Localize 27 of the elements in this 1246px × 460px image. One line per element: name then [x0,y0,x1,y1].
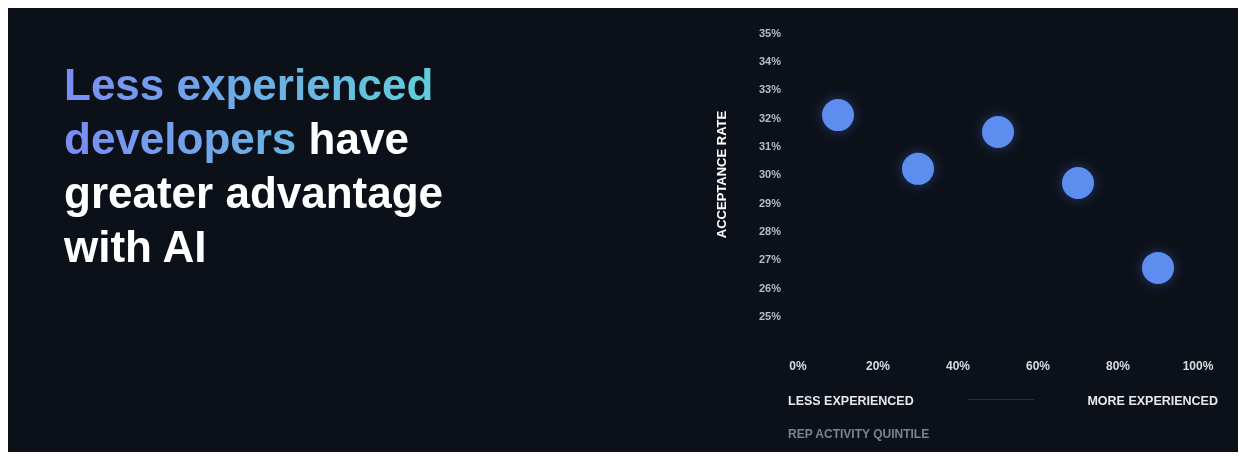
chart-title: Less experienced developers have greater advantage with AI [64,60,444,271]
y-tick-label: 32% [758,111,782,124]
y-tick-label: 27% [758,253,782,266]
y-tick-label: 26% [758,281,782,294]
y-tick-label: 25% [758,309,782,322]
x-axis-title: REP ACTIVITY QUINTILE [788,427,930,441]
x-tick-label: 100% [1182,359,1214,373]
x-tick-label: 40% [945,359,971,373]
x-tick-label: 60% [1025,359,1051,373]
y-tick-label: 33% [758,83,782,96]
x-tick-label: 80% [1105,359,1131,373]
y-tick-label: 28% [758,224,782,237]
y-tick-label: 29% [758,196,782,209]
point [822,99,854,132]
y-tick-label: 35% [758,26,782,39]
point [982,116,1014,149]
point [902,152,934,185]
y-tick-label: 30% [758,168,782,181]
y-tick-label: 34% [758,55,782,68]
x-tick-label: 20% [865,359,891,373]
y-axis-title: ACCEPTANCE RATE [714,110,729,239]
point [1062,166,1094,199]
y-tick-label: 31% [758,140,782,153]
text: MORE EXPERIENCED [1087,394,1218,408]
text: LESS EXPERIENCED [788,394,914,408]
point [1142,251,1174,284]
x-tick-label: 0% [789,359,807,373]
